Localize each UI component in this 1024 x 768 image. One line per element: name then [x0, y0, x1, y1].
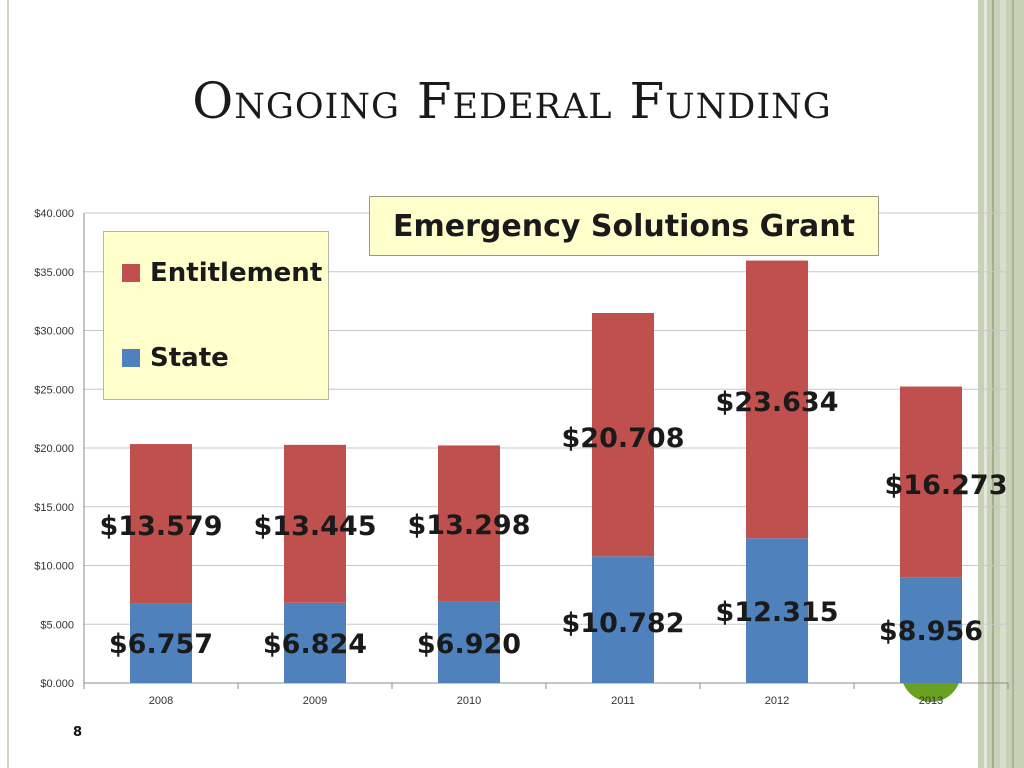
bar-entitlement-2013	[900, 386, 962, 578]
y-tick-label: $0.000	[40, 678, 74, 690]
chart-legend: Entitlement State	[103, 231, 329, 400]
y-tick-label: $20.000	[34, 443, 74, 455]
y-tick-label: $35.000	[34, 267, 74, 279]
bar-state-2012	[746, 538, 808, 683]
bar-state-2011	[592, 556, 654, 683]
slide-title: Ongoing Federal Funding	[192, 72, 832, 130]
data-label-entitlement: $23.634	[716, 387, 839, 418]
legend-swatch-entitlement	[122, 264, 140, 282]
bar-state-2010	[438, 601, 500, 683]
bar-state-2013	[900, 577, 962, 683]
y-tick-label: $15.000	[34, 502, 74, 514]
y-tick-label: $30.000	[34, 326, 74, 338]
data-label-state: $8.956	[879, 616, 983, 647]
data-label-entitlement: $13.298	[408, 510, 531, 541]
x-tick-label: 2013	[919, 695, 943, 707]
data-label-entitlement: $16.273	[885, 470, 1008, 501]
legend-item-entitlement: Entitlement	[122, 256, 322, 290]
y-tick-label: $10.000	[34, 561, 74, 573]
chart-title: Emergency Solutions Grant	[369, 196, 879, 256]
y-tick-label: $5.000	[40, 619, 74, 631]
bar-state-2009	[284, 602, 346, 683]
data-label-state: $6.824	[263, 629, 367, 660]
bar-entitlement-2008	[130, 444, 192, 604]
legend-label-entitlement: Entitlement	[150, 258, 323, 288]
page-number: 8	[73, 725, 83, 740]
bar-entitlement-2010	[438, 445, 500, 602]
bar-state-2008	[130, 603, 192, 683]
bar-entitlement-2009	[284, 444, 346, 603]
data-label-state: $10.782	[562, 608, 685, 639]
data-label-state: $6.920	[417, 629, 521, 660]
data-label-entitlement: $13.445	[254, 511, 377, 542]
y-tick-label: $40.000	[34, 208, 74, 220]
x-tick-label: 2012	[765, 695, 789, 707]
legend-swatch-state	[122, 349, 140, 367]
legend-item-state: State	[122, 341, 229, 375]
legend-label-state: State	[150, 343, 229, 373]
y-tick-label: $25.000	[34, 384, 74, 396]
bar-entitlement-2011	[592, 312, 654, 557]
x-tick-label: 2009	[303, 695, 327, 707]
data-label-entitlement: $13.579	[100, 511, 223, 542]
data-label-entitlement: $20.708	[562, 423, 685, 454]
left-border-line	[7, 0, 9, 768]
data-label-state: $6.757	[109, 629, 213, 660]
bar-entitlement-2012	[746, 260, 808, 539]
x-tick-label: 2008	[149, 695, 173, 707]
right-decorative-stripes	[978, 0, 1024, 768]
x-tick-label: 2011	[611, 695, 635, 707]
data-label-state: $12.315	[716, 597, 839, 628]
x-tick-label: 2010	[457, 695, 481, 707]
